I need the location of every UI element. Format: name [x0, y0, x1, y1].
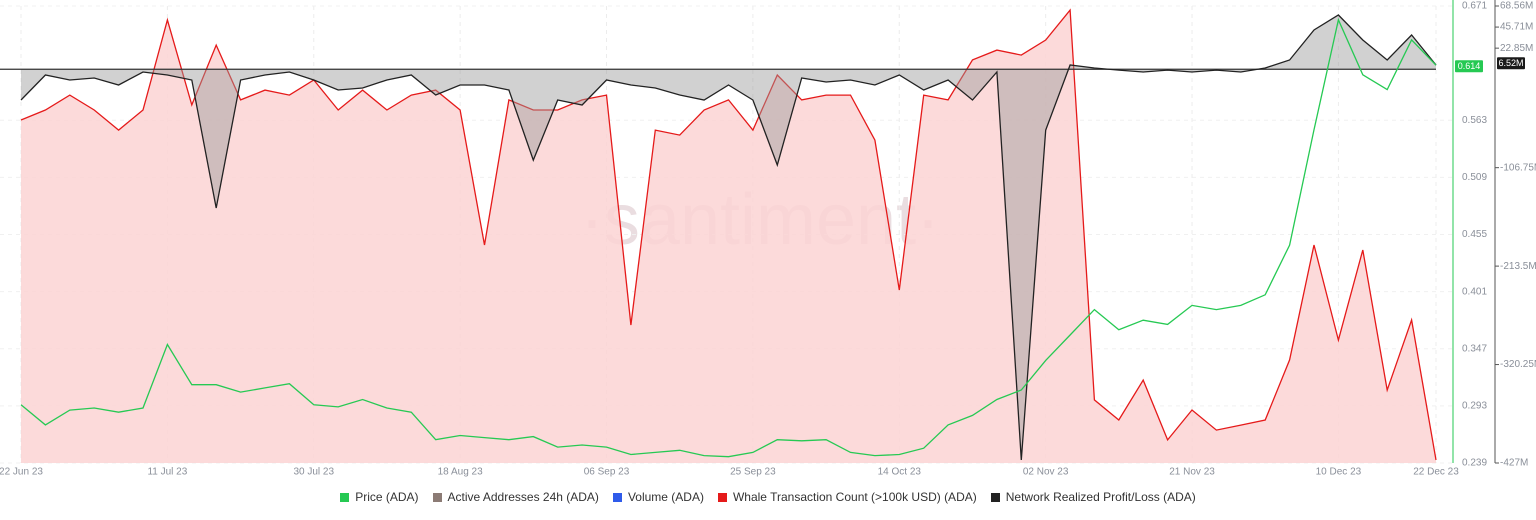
legend-item[interactable]: Active Addresses 24h (ADA) [432, 490, 599, 504]
y2-tick-label: 68.56M [1500, 1, 1533, 12]
y2-tick-label: 22.85M [1500, 43, 1533, 54]
x-tick-label: 22 Jun 23 [0, 467, 43, 478]
y-tick-label: 0.239 [1462, 458, 1487, 469]
line [20, 17, 1437, 458]
legend-label: Whale Transaction Count (>100k USD) (ADA… [732, 490, 977, 504]
value-badge-label: 6.52M [1498, 58, 1523, 68]
legend-item[interactable]: Network Realized Profit/Loss (ADA) [990, 490, 1196, 504]
x-tick-label: 06 Sep 23 [584, 467, 630, 478]
x-tick-label: 02 Nov 23 [1023, 467, 1069, 478]
value-badge [1455, 60, 1483, 73]
legend: Price (ADA) Active Addresses 24h (ADA) Vol… [0, 490, 1536, 504]
y-tick-label: 0.347 [1462, 343, 1487, 354]
x-tick-label: 21 Nov 23 [1169, 467, 1215, 478]
legend-swatch [432, 492, 442, 502]
x-tick-label: 18 Aug 23 [438, 467, 483, 478]
y2-tick-label: -427M [1500, 458, 1528, 469]
legend-label: Network Realized Profit/Loss (ADA) [1005, 490, 1196, 504]
x-tick-label: 14 Oct 23 [878, 467, 922, 478]
y-tick-label: 0.455 [1462, 229, 1487, 240]
legend-swatch [340, 492, 350, 502]
x-tick-label: 25 Sep 23 [730, 467, 776, 478]
value-badge-label: 0.614 [1458, 61, 1481, 71]
line [20, 14, 1437, 461]
y-tick-label: 0.509 [1462, 172, 1487, 183]
x-tick-label: 22 Dec 23 [1413, 467, 1459, 478]
y-tick-label: 0.401 [1462, 286, 1487, 297]
legend-swatch [717, 492, 727, 502]
area [21, 10, 1436, 463]
legend-label: Volume (ADA) [627, 490, 704, 504]
area [21, 15, 1436, 460]
y-tick-label: 0.563 [1462, 115, 1487, 126]
legend-label: Active Addresses 24h (ADA) [447, 490, 599, 504]
legend-item[interactable]: Volume (ADA) [612, 490, 704, 504]
value-badge [1497, 57, 1525, 70]
y2-tick-label: -320.25M [1500, 359, 1536, 370]
y2-tick-label: -106.75M [1500, 162, 1536, 173]
legend-label: Price (ADA) [355, 490, 419, 504]
legend-item[interactable]: Whale Transaction Count (>100k USD) (ADA… [717, 490, 977, 504]
line [20, 8, 1437, 461]
legend-swatch [612, 492, 622, 502]
x-tick-label: 10 Dec 23 [1316, 467, 1362, 478]
y-tick-label: 0.293 [1462, 401, 1487, 412]
y2-tick-label: 45.71M [1500, 22, 1533, 33]
chart: ·santiment· 0.6710.5630.5090.4550.4010.3… [0, 0, 1536, 478]
y2-tick-label: -213.5M [1500, 261, 1536, 272]
legend-swatch [990, 492, 1000, 502]
y-tick-label: 0.671 [1462, 1, 1487, 12]
legend-item[interactable]: Price (ADA) [340, 490, 419, 504]
x-tick-label: 11 Jul 23 [147, 467, 187, 478]
x-tick-label: 30 Jul 23 [293, 467, 334, 478]
